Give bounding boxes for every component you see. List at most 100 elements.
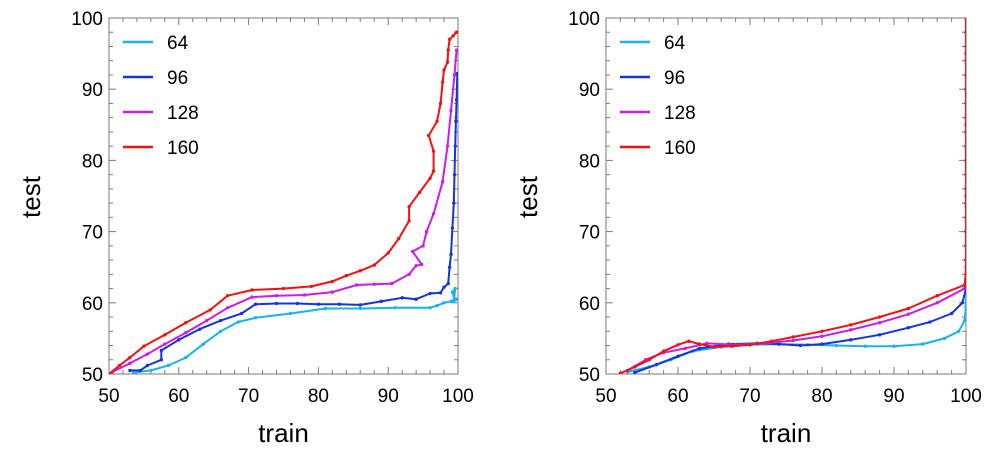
data-point	[431, 212, 436, 216]
legend: 64 96 128 160	[123, 33, 199, 159]
data-point	[697, 342, 702, 346]
data-point	[389, 281, 394, 286]
x-tick-label: 50	[98, 386, 119, 407]
data-point	[453, 286, 457, 291]
data-point	[431, 149, 436, 153]
series-160	[109, 30, 458, 374]
data-point	[428, 306, 432, 310]
x-tick-label: 70	[739, 386, 760, 407]
data-point	[705, 341, 709, 346]
y-tick-label: 50	[82, 365, 103, 386]
data-point	[426, 133, 431, 138]
data-point	[449, 108, 453, 113]
chart-panel-1: 50 60 70 80 90 100 50 60 70 80 90 100 train test 64 96 1…	[16, 9, 474, 448]
data-point	[633, 370, 637, 374]
legend-label-64: 64	[664, 33, 686, 54]
data-point	[128, 361, 132, 366]
data-point	[407, 219, 411, 223]
data-point	[138, 368, 143, 373]
data-point	[962, 318, 966, 323]
data-point	[964, 304, 966, 309]
data-point	[379, 299, 383, 304]
x-tick-label: 100	[950, 386, 982, 407]
legend-label-64: 64	[167, 33, 189, 54]
data-point	[205, 318, 209, 323]
data-point	[450, 226, 455, 230]
data-point	[633, 365, 637, 369]
data-point	[820, 334, 824, 338]
y-tick-label: 100	[568, 9, 600, 30]
data-point	[131, 370, 136, 374]
series-160	[618, 18, 966, 374]
data-point	[906, 326, 911, 330]
data-point	[730, 344, 734, 348]
data-point	[906, 312, 911, 316]
y-tick-label: 90	[579, 80, 600, 101]
data-point	[218, 318, 223, 323]
legend-label-128: 128	[167, 103, 199, 124]
data-point	[820, 342, 824, 346]
data-point	[420, 262, 424, 267]
data-point	[145, 352, 150, 356]
data-point	[159, 358, 164, 362]
y-tick-label: 70	[579, 223, 600, 244]
data-point	[145, 363, 150, 368]
y-tick-label: 60	[579, 294, 600, 315]
x-axis-label: train	[761, 418, 812, 448]
data-point	[849, 328, 853, 332]
x-tick-label: 90	[883, 386, 904, 407]
data-point	[142, 344, 146, 348]
y-tick-label: 70	[82, 223, 103, 244]
y-axis-label: test	[16, 175, 46, 218]
data-point	[798, 343, 803, 348]
data-point	[449, 299, 453, 304]
series-line-160	[109, 31, 458, 374]
x-tick-label: 80	[308, 386, 329, 407]
data-point	[177, 338, 181, 342]
data-point	[454, 98, 458, 102]
data-point	[166, 363, 171, 368]
data-point	[863, 344, 867, 348]
legend-label-128: 128	[664, 103, 696, 124]
data-point	[184, 331, 188, 335]
data-point	[820, 329, 824, 333]
y-tick-label: 90	[82, 80, 103, 101]
data-point	[253, 316, 258, 320]
legend-label-96: 96	[664, 68, 685, 89]
data-point	[149, 368, 153, 373]
data-point	[454, 119, 458, 123]
data-point	[309, 284, 314, 289]
series-96	[128, 71, 458, 373]
data-point	[274, 293, 279, 298]
data-point	[358, 306, 362, 311]
data-point	[964, 272, 966, 277]
data-point	[935, 293, 939, 298]
data-point	[281, 286, 286, 291]
data-point	[428, 176, 432, 180]
data-point	[239, 311, 244, 316]
data-point	[109, 372, 111, 374]
data-point	[431, 169, 436, 173]
data-point	[442, 68, 446, 72]
y-tick-label: 80	[82, 151, 103, 172]
data-point	[447, 265, 452, 269]
data-point	[942, 336, 947, 341]
data-point	[697, 346, 702, 351]
data-point	[288, 311, 293, 316]
data-point	[407, 272, 411, 277]
series-line-128	[627, 53, 966, 372]
data-point	[417, 190, 422, 195]
data-point	[452, 201, 456, 205]
data-point	[676, 354, 680, 358]
data-point	[748, 343, 752, 347]
data-point	[159, 348, 164, 353]
series-64	[625, 204, 966, 374]
x-tick-label: 100	[442, 386, 474, 407]
data-point	[250, 288, 254, 292]
data-point	[921, 342, 925, 346]
chart-panel-2: 50 60 70 80 90 100 50 60 70 80 90 100 train test 64 96 1…	[513, 9, 982, 448]
data-point	[454, 48, 458, 52]
data-point	[654, 363, 659, 367]
data-point	[163, 342, 167, 346]
data-point	[712, 345, 716, 349]
